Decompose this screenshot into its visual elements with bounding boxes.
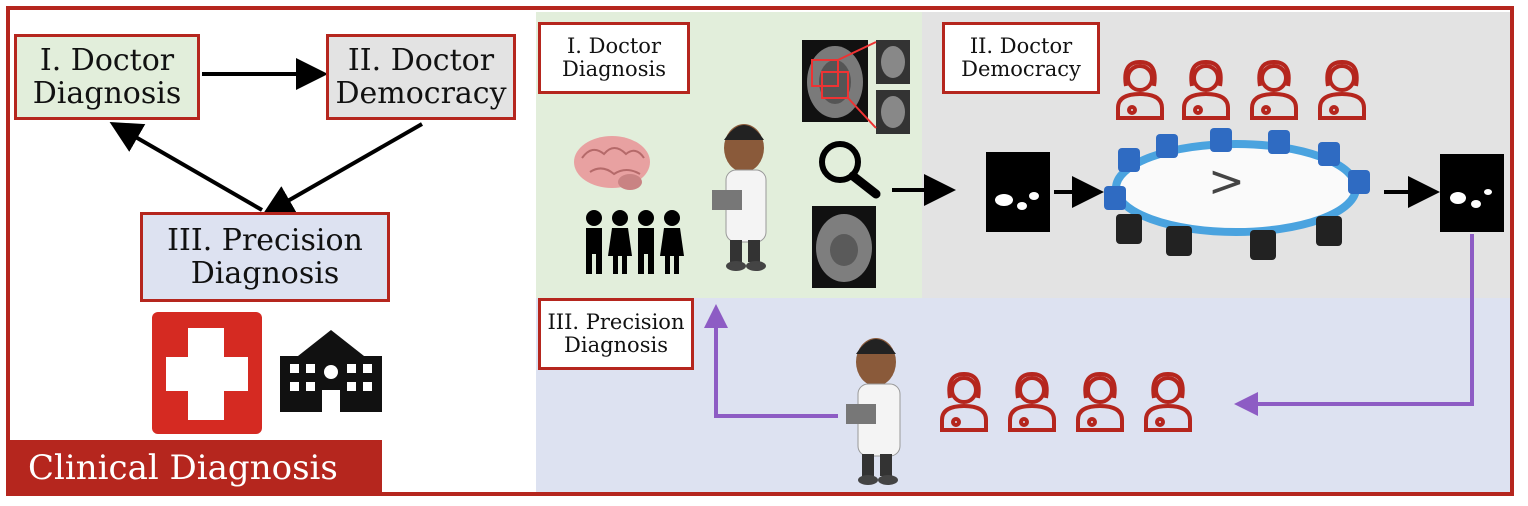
doctor-icon xyxy=(712,124,767,271)
magnifier-icon xyxy=(819,141,881,199)
left-precision-diagnosis-box: III. Precision Diagnosis xyxy=(140,212,390,302)
left-box3-line2: Diagnosis xyxy=(190,256,340,291)
stage1-line2: Diagnosis xyxy=(562,57,666,81)
feedback-arrow-left xyxy=(704,304,838,418)
round-table-icon xyxy=(1104,128,1370,260)
mri-scan-icon xyxy=(802,40,910,288)
female-doctor-icon-row-bottom xyxy=(940,371,1192,432)
stage2-line2: Democracy xyxy=(961,57,1081,81)
stage3-line1: III. Precision xyxy=(547,309,685,334)
female-doctor-icon-row-top xyxy=(1116,59,1366,120)
left-doctor-diagnosis-box: I. Doctor Diagnosis xyxy=(14,34,200,120)
brain-icon xyxy=(574,136,650,190)
arrow-3-to-1 xyxy=(109,121,264,212)
stage1-line1: I. Doctor xyxy=(566,33,661,58)
clinical-diagnosis-label: Clinical Diagnosis xyxy=(10,440,382,496)
comparison-symbol: > xyxy=(1208,156,1245,207)
medical-cross-icon xyxy=(152,312,262,434)
people-group-icon xyxy=(586,210,684,274)
stage1-label: I. Doctor Diagnosis xyxy=(538,22,690,94)
left-box1-line1: I. Doctor xyxy=(39,43,175,78)
arrow-2-to-3 xyxy=(261,122,423,216)
left-doctor-democracy-box: II. Doctor Democracy xyxy=(326,34,516,120)
result-mask-icon xyxy=(1440,154,1504,232)
left-box1-line2: Diagnosis xyxy=(32,76,182,111)
stage2-line1: II. Doctor xyxy=(969,33,1073,58)
stage2-label: II. Doctor Democracy xyxy=(942,22,1100,94)
feedback-arrow-right xyxy=(1234,234,1474,416)
stage3-label: III. Precision Diagnosis xyxy=(538,298,694,370)
hospital-icon xyxy=(280,330,382,412)
left-box2-line2: Democracy xyxy=(335,76,507,111)
stage3-line2: Diagnosis xyxy=(564,333,668,357)
left-box2-line1: II. Doctor xyxy=(347,43,495,78)
left-box3-line1: III. Precision xyxy=(167,223,363,258)
mask-icon xyxy=(986,152,1050,232)
outer-frame xyxy=(6,6,1514,496)
doctor-icon-bottom xyxy=(846,338,901,485)
